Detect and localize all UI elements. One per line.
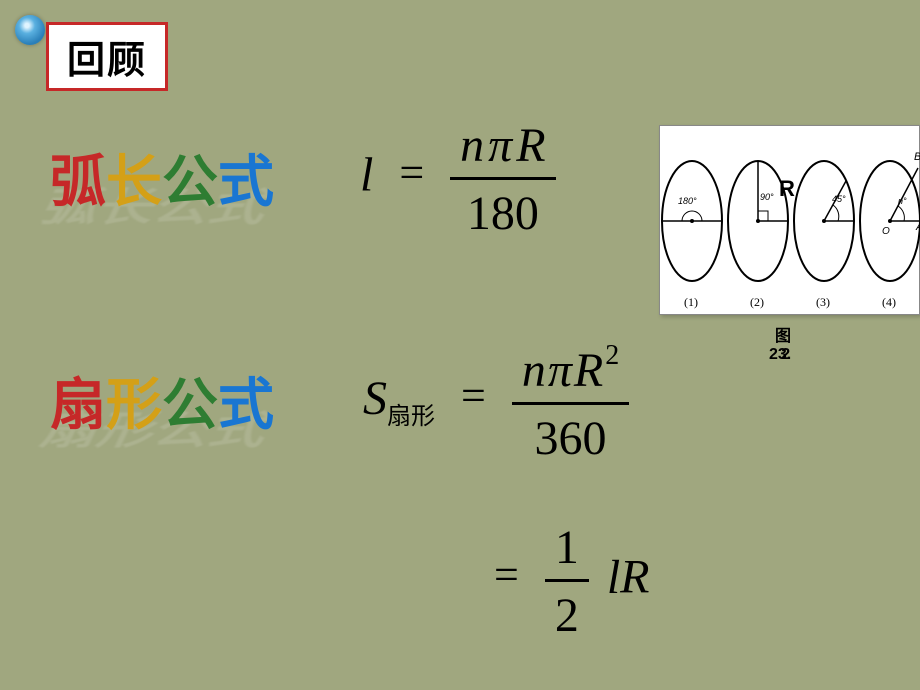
radius-label: R <box>779 176 795 202</box>
diagram-caption: 图23.2 <box>775 322 806 364</box>
arc-fraction: nπR 180 <box>450 118 555 241</box>
svg-text:(4): (4) <box>882 295 896 309</box>
svg-text:45°: 45° <box>832 194 846 204</box>
angle-diagram: 180° 90° 45° n° A B O (1) (2) (3) (4) <box>659 125 920 315</box>
svg-text:O: O <box>882 226 890 237</box>
svg-text:(3): (3) <box>816 295 830 309</box>
app-logo <box>15 15 45 45</box>
svg-text:180°: 180° <box>678 196 697 206</box>
sector-area-formula: S扇形 = nπR2 360 <box>363 340 629 466</box>
svg-text:n°: n° <box>898 196 907 206</box>
svg-text:A: A <box>915 221 920 233</box>
arc-length-formula: l = nπR 180 <box>360 118 556 241</box>
slide-title: 回顾 <box>67 40 147 82</box>
arc-lhs: l <box>360 149 373 202</box>
arc-length-label: 弧长公式 弧长公式 <box>50 155 274 211</box>
sector-fraction: nπR2 360 <box>512 340 629 466</box>
slide-title-box: 回顾 <box>46 22 168 91</box>
svg-text:(1): (1) <box>684 295 698 309</box>
sector-lhs: S <box>363 372 387 425</box>
sector-area-alt-formula: = 1 2 lR <box>494 520 650 643</box>
svg-text:90°: 90° <box>760 192 774 202</box>
svg-text:(2): (2) <box>750 295 764 309</box>
svg-text:B: B <box>914 151 920 163</box>
half-fraction: 1 2 <box>545 520 589 643</box>
sector-area-label: 扇形公式 扇形公式 <box>50 378 274 434</box>
